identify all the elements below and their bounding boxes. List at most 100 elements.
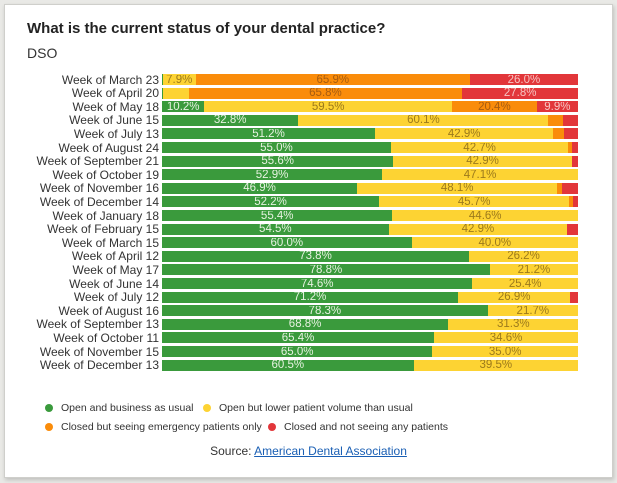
bar-segment bbox=[204, 101, 452, 113]
legend-item: Closed but seeing emergency patients onl… bbox=[45, 421, 262, 433]
data-label: 46.9% bbox=[243, 183, 276, 195]
bar-segment bbox=[469, 250, 578, 262]
bar-segment bbox=[553, 128, 564, 140]
data-label: 52.2% bbox=[254, 196, 287, 208]
data-label: 48.1% bbox=[440, 183, 474, 195]
bar-segment bbox=[390, 142, 569, 153]
category-label: Week of June 15 bbox=[69, 113, 159, 128]
legend-label: Open and business as usual bbox=[61, 402, 194, 414]
source-link[interactable]: American Dental Association bbox=[254, 444, 407, 458]
bar-segment bbox=[563, 114, 578, 126]
bar-segment bbox=[162, 196, 380, 208]
bar-segment bbox=[571, 142, 578, 153]
data-label: 40.0% bbox=[478, 237, 512, 249]
bar-segment bbox=[548, 114, 564, 126]
bar-segment bbox=[536, 101, 578, 113]
category-label: Week of April 20 bbox=[71, 86, 159, 101]
category-label: Week of December 14 bbox=[39, 194, 159, 209]
bar-segment bbox=[162, 332, 435, 344]
bar-segment bbox=[188, 87, 463, 99]
category-label: Week of May 17 bbox=[72, 262, 159, 277]
stacked-bar-chart: Week of March 23 7.9% 65.9% 26.0% Week of Ap… bbox=[36, 72, 579, 373]
data-label: 21.7% bbox=[516, 305, 550, 317]
data-label: 42.9% bbox=[466, 156, 499, 168]
legend-dot-icon bbox=[268, 423, 276, 431]
data-label: 71.2% bbox=[293, 292, 327, 304]
bar-segment bbox=[489, 264, 578, 276]
bar-segment bbox=[388, 223, 568, 235]
data-label: 55.0% bbox=[260, 142, 293, 154]
bar-segment bbox=[298, 114, 549, 126]
bar-segment bbox=[162, 155, 394, 167]
data-label: 42.9% bbox=[447, 128, 481, 140]
legend-dot-icon bbox=[203, 404, 211, 412]
bar-segment bbox=[568, 142, 572, 153]
bar-segment bbox=[570, 291, 578, 303]
bar-segment bbox=[162, 87, 164, 99]
bar-segment bbox=[393, 155, 572, 167]
chart-title: What is the current status of your denta… bbox=[27, 20, 386, 37]
data-label: 20.4% bbox=[478, 101, 511, 113]
bar-segment bbox=[567, 223, 578, 235]
category-label: Week of April 12 bbox=[71, 249, 159, 264]
category-label: Week of September 21 bbox=[36, 154, 159, 169]
bar-segment bbox=[411, 237, 578, 249]
data-label: 42.7% bbox=[463, 142, 496, 154]
bar-segment bbox=[163, 87, 189, 99]
data-label: 26.0% bbox=[507, 74, 541, 86]
bar-segment bbox=[162, 74, 163, 85]
data-label: 68.8% bbox=[288, 319, 322, 331]
data-label: 59.5% bbox=[311, 101, 345, 113]
category-label: Week of February 15 bbox=[47, 222, 159, 237]
data-label: 10.2% bbox=[166, 101, 200, 113]
bar-segment bbox=[195, 74, 470, 85]
data-label: 73.8% bbox=[299, 251, 332, 263]
bar-segment bbox=[357, 182, 558, 194]
legend-label: Open but lower patient volume than usual bbox=[219, 402, 413, 414]
data-label: 65.8% bbox=[309, 88, 342, 100]
bar-segment bbox=[374, 128, 554, 140]
bar-segment bbox=[451, 101, 537, 113]
category-label: Week of May 18 bbox=[72, 99, 159, 114]
bar-segment bbox=[162, 291, 459, 303]
legend-dot-icon bbox=[45, 404, 53, 412]
legend-dot-icon bbox=[45, 423, 53, 431]
category-label: Week of July 13 bbox=[73, 126, 159, 141]
bar-segment bbox=[434, 332, 578, 344]
bar-segment bbox=[487, 305, 578, 317]
data-label: 9.9% bbox=[544, 101, 571, 113]
data-label: 60.5% bbox=[271, 360, 305, 372]
source-prefix: Source: bbox=[210, 444, 255, 458]
bar-segment bbox=[162, 74, 196, 85]
category-label: Week of August 24 bbox=[58, 140, 159, 155]
category-label: Week of January 18 bbox=[52, 208, 159, 223]
source-line: Source: American Dental Association bbox=[0, 444, 617, 458]
bar-segment bbox=[162, 264, 490, 276]
bar-segment bbox=[162, 210, 393, 221]
bar-segment bbox=[162, 169, 383, 181]
data-label: 65.0% bbox=[280, 346, 314, 358]
bar-segment bbox=[162, 142, 391, 153]
bar-segment bbox=[562, 182, 578, 194]
legend-item: Closed and not seeing any patients bbox=[268, 421, 448, 433]
legend-label: Closed but seeing emergency patients onl… bbox=[61, 421, 262, 433]
data-label: 74.6% bbox=[300, 278, 334, 290]
bar-segment bbox=[392, 210, 578, 221]
bar-segment bbox=[162, 318, 449, 330]
category-label: Week of November 15 bbox=[39, 344, 159, 359]
category-label: Week of March 23 bbox=[61, 72, 159, 87]
category-label: Week of December 13 bbox=[39, 358, 159, 373]
bar-segment bbox=[413, 359, 578, 371]
data-label: 52.9% bbox=[255, 169, 289, 181]
category-label: Week of July 12 bbox=[73, 290, 159, 305]
data-label: 65.4% bbox=[281, 332, 315, 344]
bar-segment bbox=[162, 305, 488, 317]
data-label: 78.8% bbox=[309, 264, 343, 276]
legend-item: Open but lower patient volume than usual bbox=[203, 402, 413, 414]
data-label: 26.9% bbox=[497, 292, 531, 304]
data-label: 51.2% bbox=[252, 128, 285, 140]
data-label: 27.8% bbox=[503, 88, 537, 100]
data-label: 60.0% bbox=[270, 237, 304, 249]
legend-label: Closed and not seeing any patients bbox=[284, 421, 449, 433]
data-label: 26.2% bbox=[507, 251, 540, 263]
